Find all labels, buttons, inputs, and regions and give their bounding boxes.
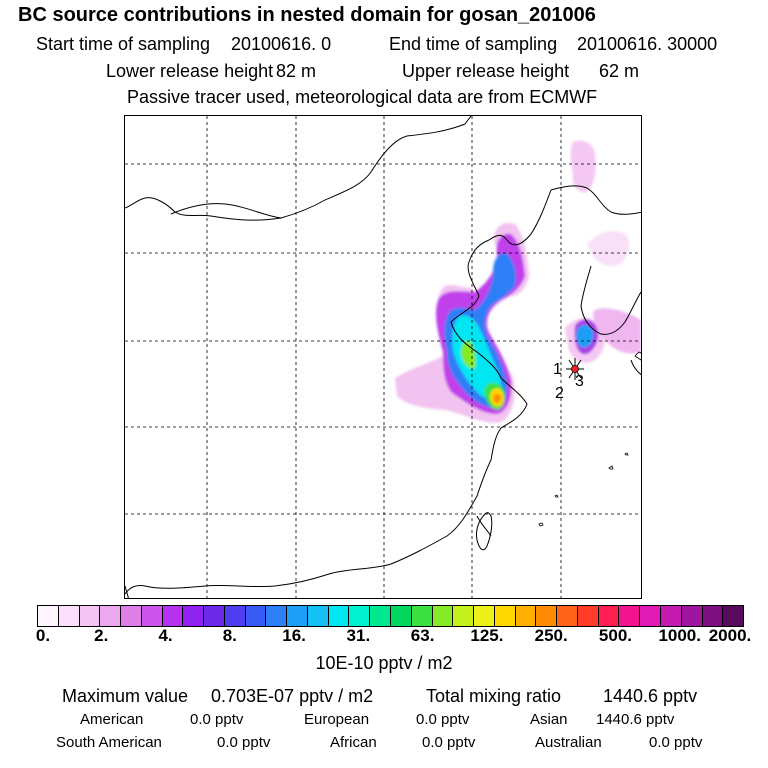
colorbar-segment [99,606,121,626]
colorbar-segment [576,606,598,626]
colorbar-segment [659,606,681,626]
colorbar-tick-label: 0. [35,626,51,645]
lower-height-label: Lower release height [106,61,274,81]
map-panel: 1 2 3 [124,115,642,599]
colorbar-unit: 10E-10 pptv / m2 [315,653,453,673]
max-value: 0.703E-07 pptv / m2 [211,686,374,706]
data-note: Passive tracer used, meteorological data… [127,87,598,107]
lower-height-value: 82 m [276,61,317,81]
colorbar-segment [597,606,619,626]
colorbar-segment [390,606,411,626]
colorbar-tick-labels: 0. 2. 4. 8. 16. 31. 63. 125. 250. 500. 1000. 2000. [0,626,768,650]
colorbar-tick-label: 31. [346,626,371,645]
colorbar-tick-label: 63. [410,626,435,645]
receptor-label-3: 3 [575,373,584,390]
colorbar-segment [38,606,58,626]
islands [538,351,641,527]
end-time-label: End time of sampling [389,34,558,54]
lat-lon-grid [125,116,641,598]
colorbar-segment [680,606,702,626]
colorbar-segment [223,606,245,626]
colorbar-segment [410,606,432,626]
receptor-label-2: 2 [555,385,564,402]
colorbar-segment [514,606,536,626]
source-value-african: 0.0 pptv [422,734,476,751]
coastlines [125,116,641,598]
max-value-label: Maximum value [62,686,189,706]
colorbar-segment [140,606,162,626]
colorbar-segment [348,606,370,626]
colorbar-segment [452,606,474,626]
colorbar-segment [265,606,287,626]
start-time-label: Start time of sampling [36,34,211,54]
map-canvas: 1 2 3 [125,116,641,598]
colorbar-segment [161,606,183,626]
colorbar-segment [182,606,204,626]
upper-height-value: 62 m [599,61,640,81]
plot-title: BC source contributions in nested domain… [18,4,596,26]
source-value-asian: 1440.6 pptv [596,711,675,728]
receptor-labels: 1 2 3 [553,361,584,402]
start-time-value: 20100616. 0 [231,34,332,54]
source-value-european: 0.0 pptv [416,711,470,728]
colorbar-segment [639,606,660,626]
colorbar-segment [286,606,307,626]
colorbar-tick-label: 500. [598,626,632,645]
source-name-american: American [80,711,144,728]
colorbar-segment [618,606,640,626]
upper-height-label: Upper release height [402,61,570,81]
colorbar-segment [535,606,557,626]
colorbar-segment [306,606,328,626]
source-name-asian: Asian [530,711,568,728]
colorbar-segment [78,606,100,626]
total-mixing-label: Total mixing ratio [426,686,562,706]
colorbar-tick-label: 8. [222,626,237,645]
colorbar-segment [722,606,744,626]
source-value-australian: 0.0 pptv [649,734,703,751]
colorbar-segment [369,606,391,626]
colorbar-segment [57,606,79,626]
source-value-south-american: 0.0 pptv [217,734,271,751]
colorbar-segment [493,606,515,626]
end-time-value: 20100616. 30000 [577,34,718,54]
receptor-marker [566,358,584,380]
source-name-european: European [304,711,370,728]
colorbar-segment [327,606,349,626]
colorbar-segment [556,606,577,626]
receptor-label-1: 1 [553,361,562,378]
colorbar-tick-label: 2000. [708,626,752,645]
total-mixing-value: 1440.6 pptv [603,686,698,706]
colorbar-tick-label: 125. [470,626,504,645]
colorbar [37,605,744,627]
concentration-plume [395,140,641,423]
colorbar-tick-label: 2. [94,626,109,645]
colorbar-segment [203,606,224,626]
source-name-african: African [330,734,377,751]
colorbar-tick-label: 4. [158,626,173,645]
source-value-american: 0.0 pptv [190,711,244,728]
source-name-australian: Australian [535,734,602,751]
colorbar-segment [120,606,141,626]
colorbar-tick-label: 250. [534,626,568,645]
colorbar-segment [701,606,723,626]
colorbar-tick-label: 16. [282,626,306,645]
colorbar-tick-label: 1000. [658,626,701,645]
source-name-south-american: South American [56,734,162,751]
colorbar-segment [473,606,494,626]
colorbar-segment [431,606,453,626]
colorbar-segment [244,606,266,626]
taiwan-outline [476,512,493,551]
